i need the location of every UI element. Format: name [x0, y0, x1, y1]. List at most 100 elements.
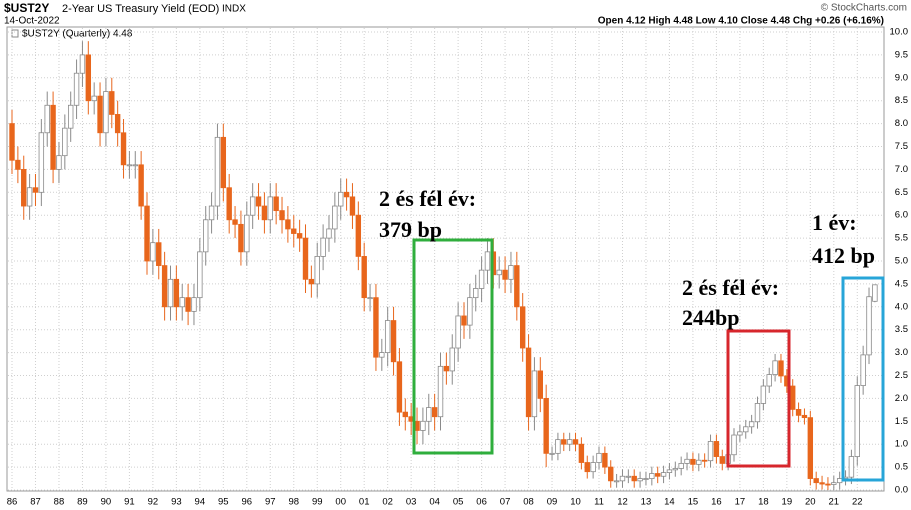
candle-body: [320, 237, 326, 257]
candle-body: [426, 407, 432, 422]
candle-body: [191, 297, 197, 312]
x-tick-label: 99: [312, 497, 323, 508]
x-tick-label: 89: [77, 497, 88, 508]
x-tick-label: 21: [829, 497, 840, 508]
candle-body: [531, 370, 538, 418]
x-tick-label: 87: [30, 497, 41, 508]
candle-body: [85, 54, 92, 102]
candle-body: [343, 191, 350, 198]
y-tick-label: 6.0: [895, 210, 908, 221]
candle-body: [279, 210, 285, 221]
candle-body: [631, 475, 637, 482]
candle-body: [795, 408, 802, 416]
candle-body: [273, 196, 279, 212]
x-tick-label: 88: [54, 497, 65, 508]
candle-body: [244, 214, 250, 253]
candle-body: [296, 233, 303, 239]
candle-body: [790, 385, 796, 410]
candle-body: [625, 475, 632, 478]
candle-body: [613, 480, 620, 483]
x-tick-label: 15: [688, 497, 699, 508]
candle-body: [666, 469, 673, 473]
y-tick-label: 8.5: [895, 95, 908, 106]
candle-body: [420, 420, 426, 431]
candle-body: [367, 297, 373, 300]
candle-body: [126, 164, 133, 167]
candle-body: [701, 459, 708, 462]
candle-body: [355, 214, 362, 257]
candle-body: [578, 443, 585, 463]
candle-body: [26, 187, 33, 207]
candle-body: [566, 439, 573, 445]
y-tick-label: 0.0: [895, 485, 908, 496]
candle-body: [437, 365, 444, 418]
candle-body: [684, 458, 690, 464]
x-tick-label: 14: [664, 497, 675, 508]
annotation-text: 1 év:: [812, 210, 857, 235]
x-tick-label: 09: [547, 497, 558, 508]
x-tick-label: 86: [7, 497, 18, 508]
candle-body: [138, 164, 144, 207]
y-tick-label: 7.5: [895, 141, 908, 152]
candle-body: [555, 439, 561, 454]
candle-body: [655, 473, 661, 477]
x-tick-label: 06: [476, 497, 487, 508]
x-tick-label: 12: [617, 497, 628, 508]
candle-body: [73, 72, 80, 106]
candle-body: [44, 104, 50, 134]
candle-body: [197, 251, 203, 299]
candle-body: [831, 482, 837, 485]
x-tick-label: 94: [195, 497, 206, 508]
legend-label: $UST2Y (Quarterly) 4.48: [22, 29, 133, 40]
candle-body: [801, 414, 808, 419]
candle-body: [109, 91, 115, 115]
candle-body: [267, 196, 273, 221]
candle-body: [608, 466, 614, 482]
candle-body: [431, 407, 438, 418]
x-tick-label: 90: [101, 497, 112, 508]
candle-body: [384, 320, 391, 354]
candle-body: [854, 385, 860, 457]
x-tick-label: 01: [359, 497, 370, 508]
x-tick-label: 93: [171, 497, 182, 508]
candle-body: [161, 265, 168, 308]
candle-body: [50, 104, 56, 170]
candle-body: [731, 434, 737, 456]
candle-body: [144, 205, 150, 262]
candle-body: [754, 403, 761, 423]
quote: Open 4.12 High 4.48 Low 4.10 Close 4.48 …: [598, 16, 884, 27]
candle-body: [255, 196, 262, 207]
y-tick-label: 5.5: [895, 233, 908, 244]
candle-body: [132, 164, 138, 167]
candle-body: [643, 478, 649, 480]
candle-body: [743, 426, 749, 433]
symbol: $UST2Y: [4, 1, 49, 15]
y-tick-label: 3.5: [895, 324, 908, 335]
candle-body: [467, 297, 473, 326]
x-tick-label: 22: [852, 497, 863, 508]
candle-body: [120, 132, 127, 166]
candle-body: [543, 397, 549, 454]
candle-body: [602, 452, 608, 468]
candle-body: [314, 256, 320, 285]
candle-body: [537, 370, 543, 399]
x-tick-label: 13: [641, 497, 652, 508]
x-tick-label: 19: [782, 497, 793, 508]
x-tick-label: 05: [453, 497, 464, 508]
annotation-text: 2 és fél év:: [379, 186, 476, 211]
legend-icon: [11, 29, 19, 38]
candle-body: [637, 478, 643, 482]
candle-body: [220, 136, 227, 189]
candle-body: [361, 256, 367, 299]
annotation-box: [412, 238, 494, 455]
candle-body: [203, 219, 209, 253]
candle-body: [167, 278, 174, 308]
annotation-box: [841, 276, 885, 482]
candle-body: [872, 284, 878, 302]
candle-body: [443, 365, 450, 372]
candle-body: [461, 315, 467, 326]
y-tick-label: 0.5: [895, 462, 908, 473]
y-tick-label: 1.0: [895, 439, 908, 450]
